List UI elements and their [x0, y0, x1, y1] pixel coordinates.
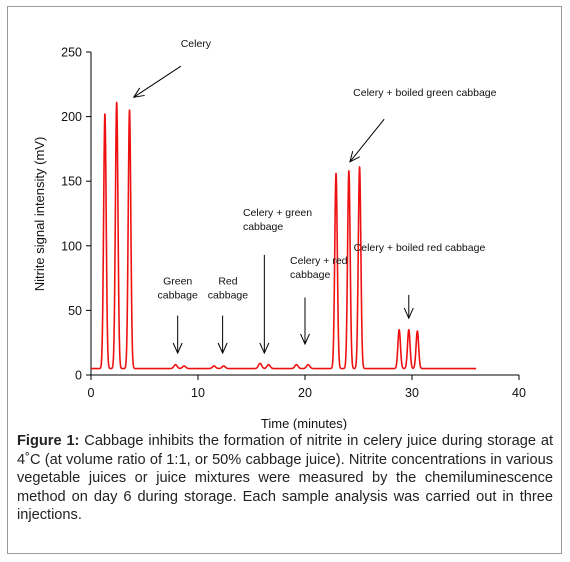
annotation-text: cabbage	[243, 221, 283, 233]
annotation: Celery + red cabbage	[290, 255, 348, 346]
annotation-arrow-shaft	[349, 118, 385, 163]
peak-point	[128, 109, 130, 111]
annotation-arrow-head	[349, 151, 360, 163]
peak-point	[348, 170, 350, 172]
annotation-arrow-head	[217, 342, 228, 355]
annotation: Celery + boiled green cabbage	[349, 87, 497, 163]
annotation-text: cabbage	[290, 269, 330, 281]
peak-point	[307, 363, 309, 365]
y-tick-label: 250	[61, 46, 82, 60]
y-tick-label: 100	[61, 239, 82, 253]
annotation: Red cabbage	[208, 276, 248, 355]
y-tick-label: 50	[68, 304, 82, 318]
chart-annotations: Celery Celery + boiled green cabbage Green…	[132, 38, 497, 355]
y-axis-label: Nitrite signal intensity (mV)	[32, 137, 47, 292]
peak-point	[416, 330, 418, 332]
annotation-text: Celery + green	[243, 207, 312, 219]
annotation: Celery	[132, 38, 212, 98]
peak-point	[183, 365, 185, 367]
peak-point	[358, 166, 360, 168]
annotation-arrow-head	[403, 307, 414, 320]
caption-text: Cabbage inhibits the formation of nitrit…	[17, 433, 553, 524]
peak-point	[115, 101, 117, 103]
annotation-text: cabbage	[158, 290, 198, 302]
annotation: Celery + green cabbage	[243, 207, 312, 355]
x-tick-label: 0	[88, 386, 95, 400]
peak-point	[213, 365, 215, 367]
peak-markers	[104, 101, 419, 367]
annotation-text: cabbage	[208, 290, 248, 302]
x-tick-label: 10	[191, 386, 205, 400]
y-tick-label: 150	[61, 175, 82, 189]
chart-axes: 0 50 100 150 200 250 0 10 20 30 40	[61, 46, 526, 401]
peak-point	[222, 365, 224, 367]
annotation-text: Celery	[181, 38, 212, 50]
peak-point	[267, 363, 269, 365]
peak-point	[295, 363, 297, 365]
annotation-text: Celery + red	[290, 255, 348, 267]
peak-point	[398, 329, 400, 331]
annotation-text: Green	[163, 276, 192, 288]
peak-point	[335, 172, 337, 174]
annotation: Celery + boiled red cabbage	[354, 242, 486, 320]
annotation-text: Celery + boiled green cabbage	[353, 87, 496, 99]
nitrite-signal-trace	[90, 101, 477, 370]
annotation-text: Red	[218, 276, 237, 288]
annotation-arrow-head	[132, 87, 145, 98]
annotation-arrow-head	[259, 342, 270, 355]
annotation-arrow-head	[300, 333, 310, 346]
x-tick-label: 40	[512, 386, 526, 400]
annotation: Green cabbage	[158, 276, 198, 355]
nitrite-chromatogram-chart: 0 50 100 150 200 250 0 10 20 30 40 Celery Celery + …	[32, 38, 526, 430]
peak-point	[104, 113, 106, 115]
y-tick-label: 0	[75, 369, 82, 383]
x-axis-label: Time (minutes)	[261, 416, 347, 430]
peak-point	[408, 329, 410, 331]
figure-frame	[7, 6, 562, 554]
figure-caption: Figure 1: Cabbage inhibits the formation…	[17, 432, 553, 525]
annotation-arrow-shaft	[133, 65, 182, 98]
peak-point	[174, 363, 176, 365]
annotation-arrow-head	[172, 342, 183, 355]
caption-label: Figure 1:	[17, 433, 80, 449]
x-tick-label: 20	[298, 386, 312, 400]
x-tick-label: 30	[405, 386, 419, 400]
y-tick-label: 200	[61, 110, 82, 124]
annotation-text: Celery + boiled red cabbage	[354, 242, 486, 254]
peak-point	[259, 362, 261, 364]
